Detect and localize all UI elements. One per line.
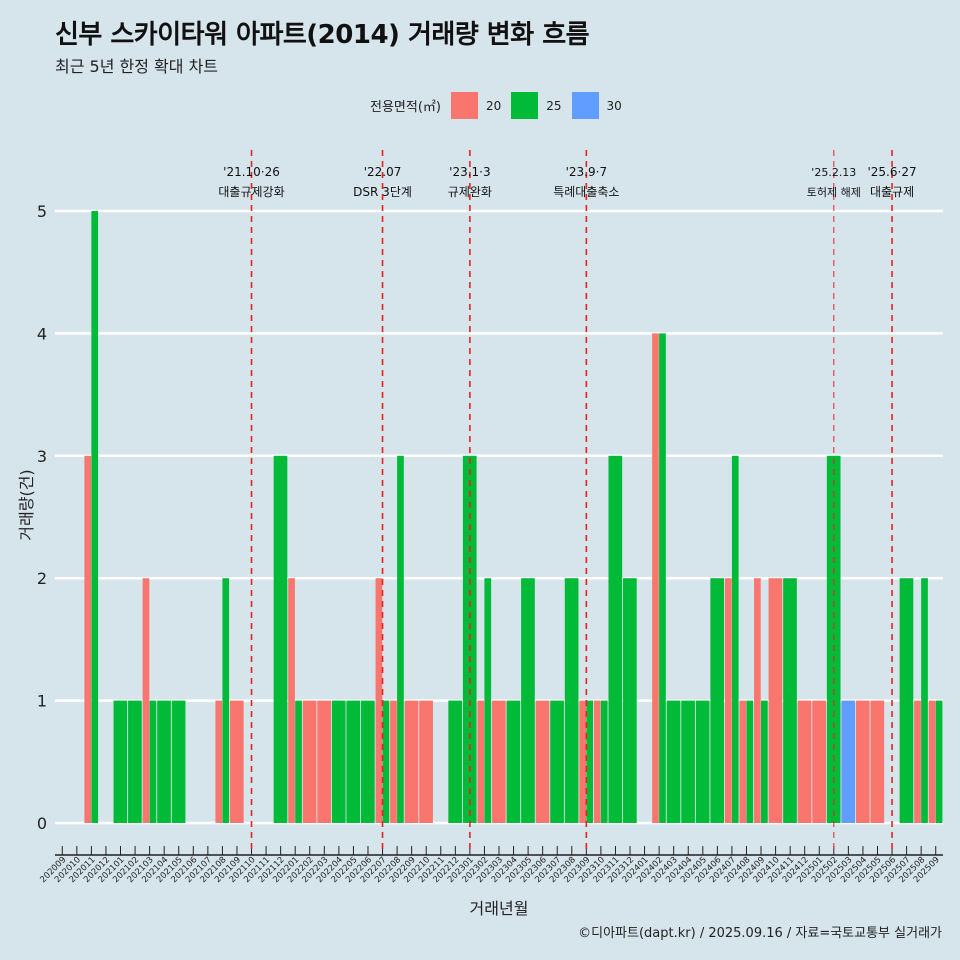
annotation-label-202309: 특례대출축소: [553, 185, 619, 199]
bar-202105-25: [171, 700, 186, 823]
bar-202108-25: [222, 578, 230, 823]
bar-202011-20: [84, 455, 92, 823]
bar-202503-30: [841, 700, 856, 823]
bar-202309-25: [586, 700, 594, 823]
annotation-date-202207: '22.07: [364, 165, 402, 179]
y-axis-title: 거래량(건): [17, 469, 36, 540]
bar-202404-25: [681, 700, 695, 823]
bar-202103-25: [149, 700, 157, 823]
bar-202307-25: [550, 700, 564, 823]
bar-202508-25: [921, 578, 928, 823]
bar-202305-25: [521, 578, 535, 823]
bar-202309-20: [579, 700, 587, 823]
bar-202302-25: [484, 578, 492, 823]
legend-item-30: 30: [571, 92, 622, 119]
annotation-date-202502: '25.2.13: [811, 166, 856, 179]
bar-202509-20: [928, 700, 936, 823]
bar-202409-20: [754, 578, 761, 823]
bar-202408-25: [746, 700, 754, 823]
annotation-date-202506: '25.6·27: [867, 165, 916, 179]
legend: 전용면적(㎡) 20 25 30: [370, 92, 632, 119]
bar-202507-25: [899, 578, 914, 823]
bar-202108-20: [215, 700, 223, 823]
bar-202407-20: [724, 578, 732, 823]
bar-202306-20: [535, 700, 550, 823]
legend-swatch-25: [511, 92, 539, 119]
bar-202202-20: [302, 700, 317, 823]
bar-202104-25: [157, 700, 171, 823]
y-tick-label: 3: [37, 447, 47, 466]
bar-202201-25: [295, 700, 302, 823]
bar-202402-25: [659, 333, 666, 823]
legend-item-20: 20: [450, 92, 502, 119]
bar-202208-25: [397, 455, 404, 823]
legend-swatch-30: [571, 92, 599, 119]
legend-label-25: 25: [546, 98, 562, 113]
annotation-date-202110: '21.10·26: [223, 165, 280, 179]
bar-202101-25: [113, 700, 128, 823]
bar-202209-20: [404, 700, 419, 823]
bar-202412-20: [797, 700, 812, 823]
legend-label-30: 30: [606, 98, 622, 113]
legend-item-25: 25: [511, 92, 562, 119]
bar-202205-25: [346, 700, 361, 823]
bar-202501-20: [812, 700, 826, 823]
bar-202210-20: [419, 700, 433, 823]
bar-202203-20: [317, 700, 331, 823]
annotation-label-202502: 토허제 해제: [807, 185, 861, 199]
y-tick-label: 0: [37, 814, 47, 833]
y-tick-label: 2: [37, 569, 47, 588]
bar-202310-20: [593, 700, 601, 823]
annotation-date-202309: '23.9·7: [566, 165, 607, 179]
bar-202310-25: [600, 700, 608, 823]
bar-202409-25: [761, 700, 768, 823]
annotation-label-202110: 대출규제강화: [218, 185, 284, 199]
bar-202410-20: [768, 578, 783, 823]
bar-202212-25: [448, 700, 463, 823]
bar-202304-25: [506, 700, 521, 823]
bar-202302-20: [477, 700, 485, 823]
bar-202405-25: [695, 700, 710, 823]
bar-202103-20: [142, 578, 150, 823]
bar-202504-20: [855, 700, 870, 823]
y-tick-label: 5: [37, 202, 47, 221]
bar-202312-25: [623, 578, 637, 823]
bar-202505-20: [870, 700, 885, 823]
annotation-date-202301: '23.1·3: [449, 165, 490, 179]
bar-202411-25: [783, 578, 797, 823]
annotation-label-202207: DSR 3단계: [353, 185, 412, 199]
legend-swatch-20: [450, 92, 478, 119]
bar-202201-20: [288, 578, 295, 823]
annotation-label-202301: 규제완화: [448, 185, 492, 199]
bar-202207-25: [382, 700, 390, 823]
bar-202208-20: [390, 700, 397, 823]
bar-202102-25: [128, 700, 142, 823]
legend-title: 전용면적(㎡): [370, 100, 441, 115]
source-caption: ©디아파트(dapt.kr) / 2025.09.16 / 자료=국토교통부 실…: [578, 926, 942, 941]
bar-202406-25: [710, 578, 725, 823]
bar-202403-25: [666, 700, 681, 823]
bar-202407-25: [731, 455, 739, 823]
bar-202308-25: [564, 578, 579, 823]
x-axis-title: 거래년월: [470, 899, 529, 918]
bar-202204-25: [331, 700, 346, 823]
bar-202402-20: [652, 333, 659, 823]
bar-202311-25: [608, 455, 623, 823]
annotation-label-202506: 대출규제: [870, 185, 914, 199]
bar-202109-20: [229, 700, 244, 823]
y-tick-label: 4: [37, 324, 47, 343]
y-tick-label: 1: [37, 692, 47, 711]
bar-202112-25: [273, 455, 288, 823]
bar-202206-25: [360, 700, 375, 823]
page-subtitle: 최근 5년 한정 확대 차트: [55, 57, 219, 76]
bar-202303-20: [492, 700, 506, 823]
bar-202408-20: [739, 700, 747, 823]
legend-label-20: 20: [485, 98, 502, 113]
bar-202207-20: [375, 578, 383, 823]
page-title: 신부 스카이타워 아파트(2014) 거래량 변화 흐름: [55, 20, 590, 50]
bar-202509-25: [935, 700, 943, 823]
bar-202011-25: [91, 211, 99, 823]
bar-202508-20: [914, 700, 921, 823]
